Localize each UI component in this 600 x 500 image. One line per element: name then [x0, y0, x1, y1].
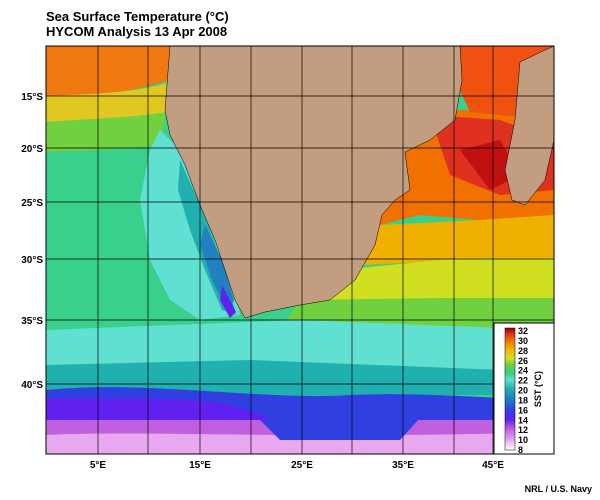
latitude-labels: 15°S 20°S 25°S 30°S 35°S 40°S: [21, 92, 43, 391]
legend-tick-label: 20: [518, 386, 528, 396]
legend-tick-label: 16: [518, 405, 528, 415]
legend-tick-label: 28: [518, 346, 528, 356]
legend-tick-label: 24: [518, 366, 528, 376]
longitude-labels: 5°E 15°E 25°E 35°E 45°E: [90, 460, 504, 471]
lat-label: 35°S: [21, 316, 43, 327]
color-bar: [504, 327, 516, 451]
lon-label: 25°E: [291, 460, 313, 471]
legend-tick-label: 10: [518, 435, 528, 445]
legend-tick-label: 14: [518, 415, 528, 425]
legend-tick-label: 12: [518, 425, 528, 435]
lon-label: 45°E: [482, 460, 504, 471]
legend-tick-label: 26: [518, 356, 528, 366]
lat-label: 20°S: [21, 144, 43, 155]
map-title: Sea Surface Temperature (°C): [46, 9, 229, 24]
legend-tick-label: 8: [518, 445, 523, 455]
legend-tick-label: 32: [518, 326, 528, 336]
lat-label: 40°S: [21, 380, 43, 391]
legend-box: [493, 322, 555, 455]
madagascar-landmass: [504, 46, 554, 206]
lat-label: 15°S: [21, 92, 43, 103]
credit-text: NRL / U.S. Navy: [524, 484, 592, 494]
lon-label: 35°E: [392, 460, 414, 471]
lat-label: 30°S: [21, 255, 43, 266]
map-frame: [45, 45, 555, 455]
sst-field: [46, 46, 554, 454]
lon-label: 15°E: [189, 460, 211, 471]
legend-tick-label: 18: [518, 395, 528, 405]
lat-lon-grid: [46, 46, 554, 454]
lon-label: 5°E: [90, 460, 107, 471]
legend-tick-label: 22: [518, 376, 528, 386]
map-subtitle: HYCOM Analysis 13 Apr 2008: [46, 24, 228, 39]
legend-label: SST (°C): [533, 371, 543, 407]
legend-tick-label: 30: [518, 336, 528, 346]
africa-landmass: [164, 46, 463, 319]
lat-label: 25°S: [21, 198, 43, 209]
